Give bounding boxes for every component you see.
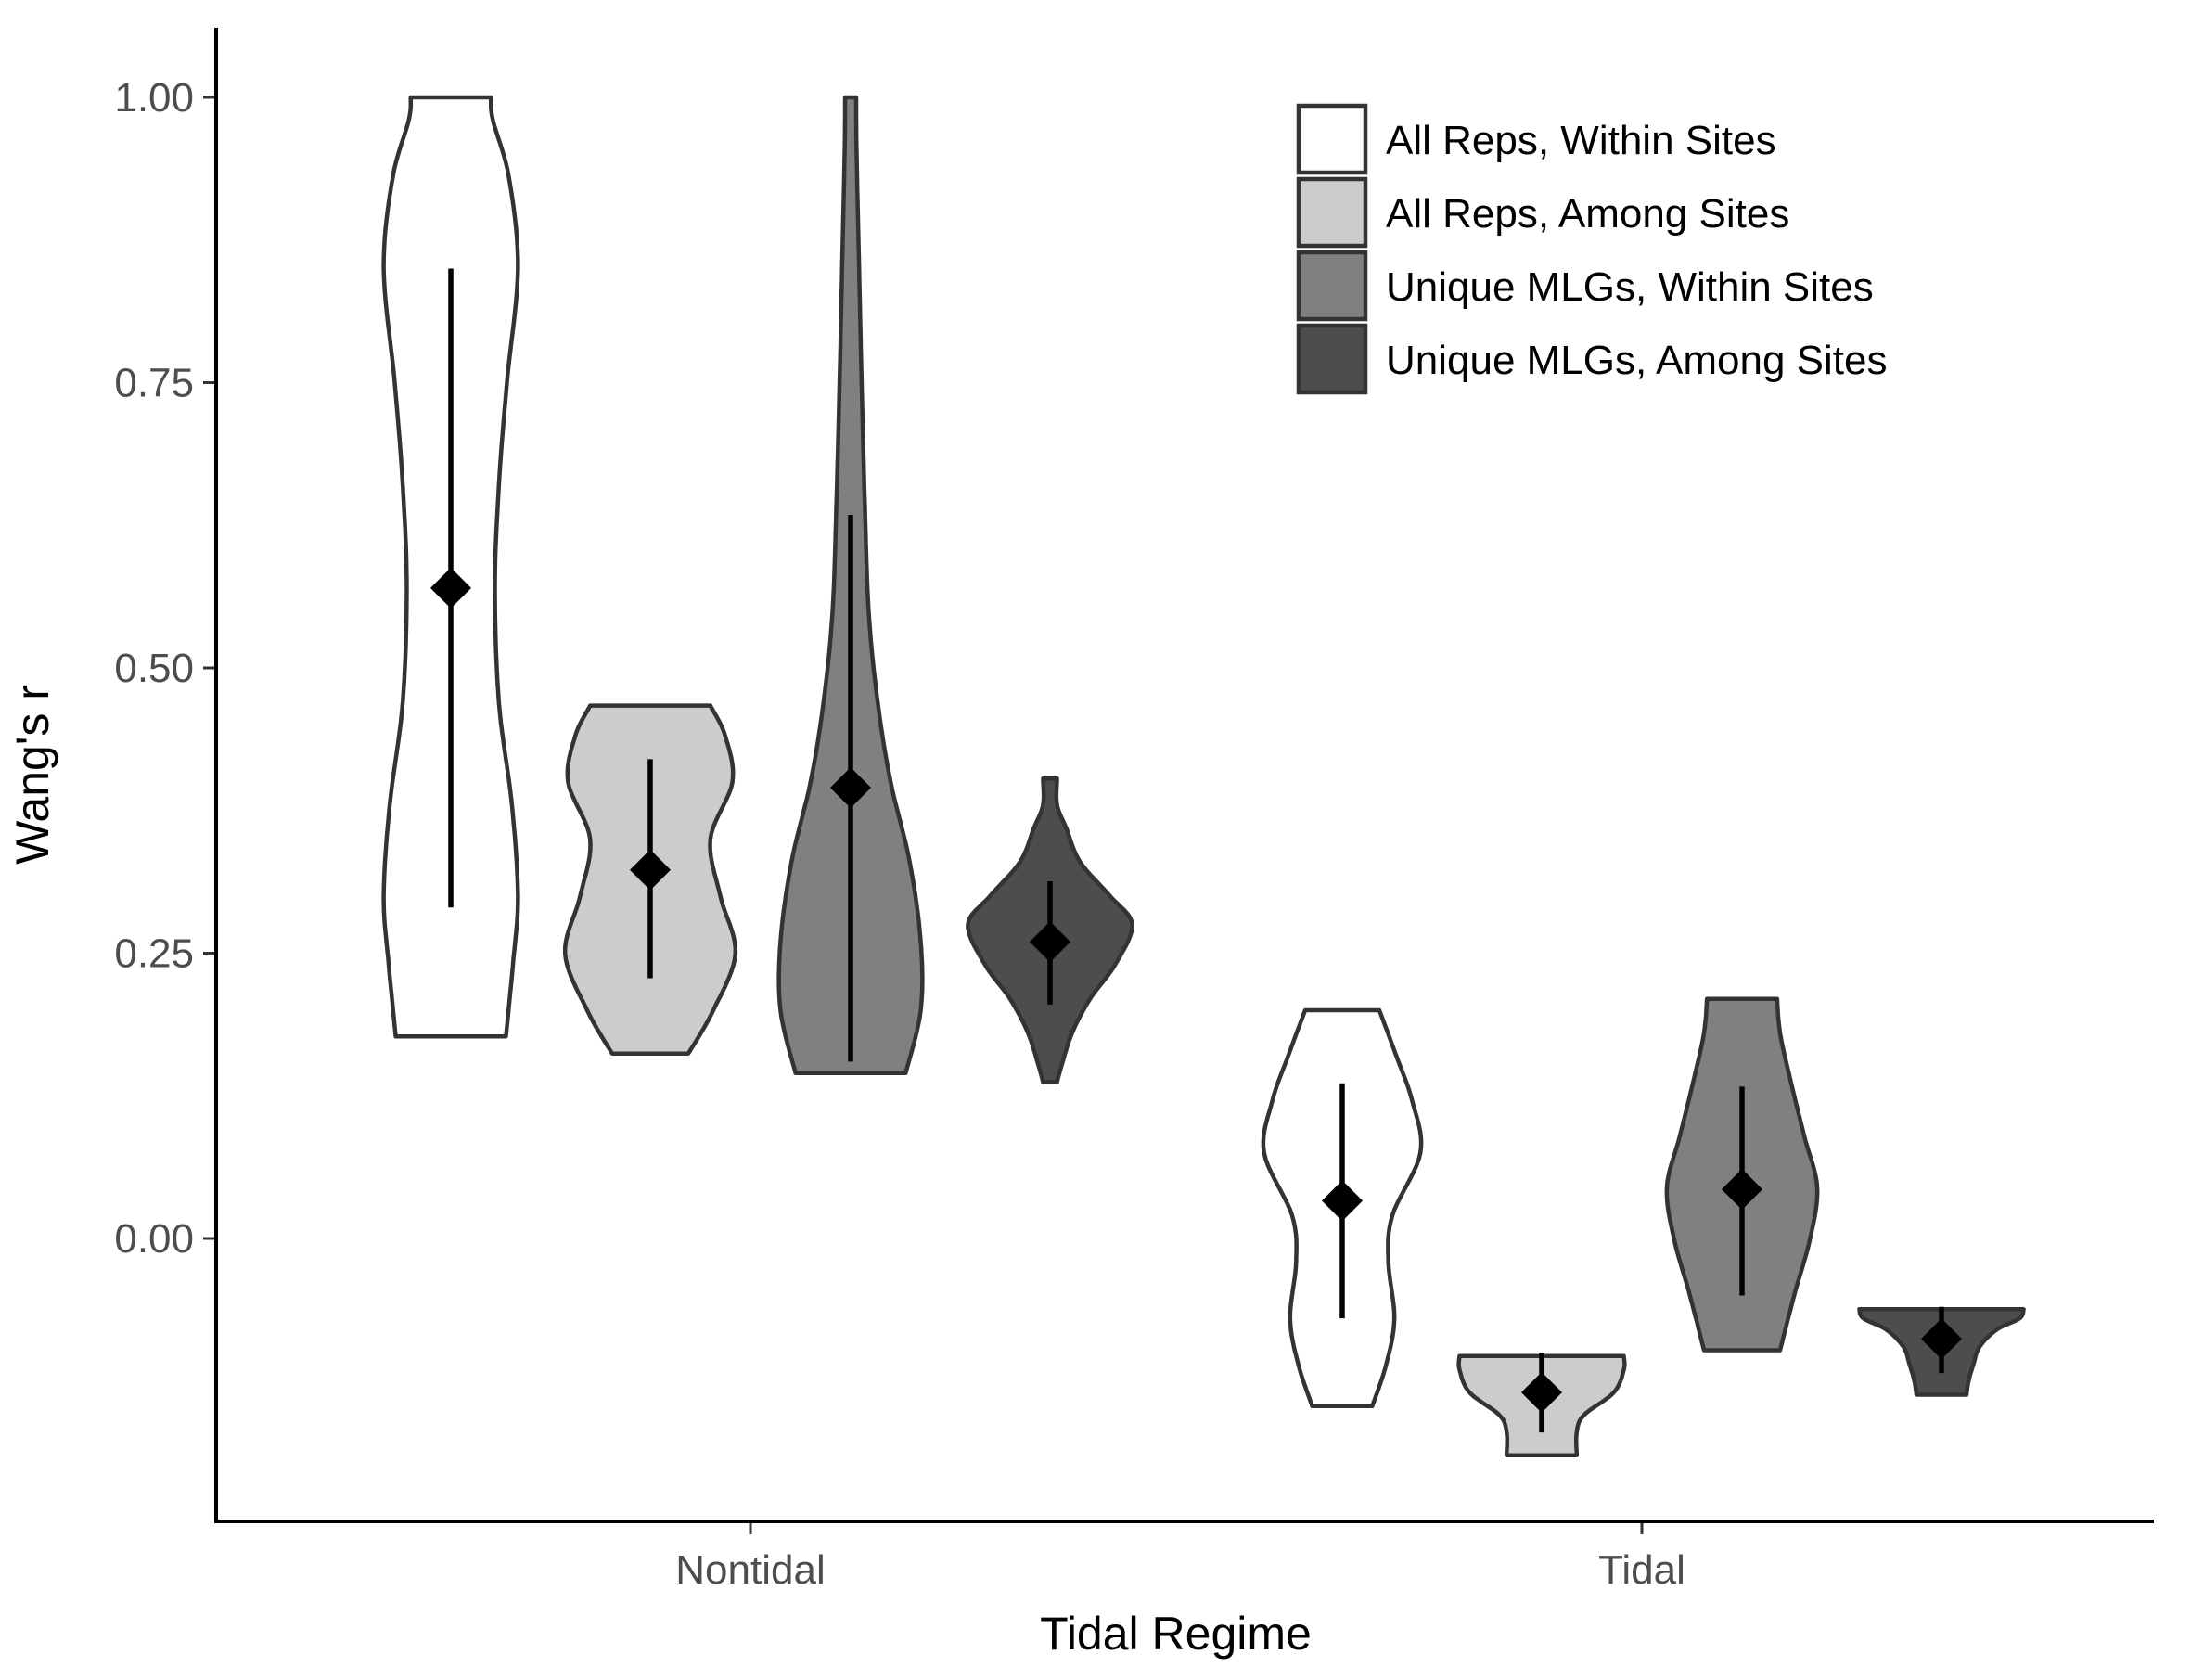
y-tick-label: 0.00	[114, 1216, 194, 1262]
legend-label: Unique MLGs, Within Sites	[1386, 264, 1874, 310]
legend-key	[1296, 176, 1368, 249]
x-tick-label: Tidal	[1598, 1547, 1685, 1593]
x-axis-title: Tidal Regime	[1040, 1608, 1312, 1660]
mean-point	[1030, 921, 1070, 963]
y-axis-title: Wang's r	[6, 685, 58, 865]
x-axis-ticks: Nontidal Tidal	[675, 1521, 1685, 1593]
y-tick-label: 0.50	[114, 646, 194, 691]
error-bar-layer	[430, 268, 1962, 1433]
legend-key	[1296, 323, 1368, 395]
mean-point	[430, 567, 471, 609]
mean-point	[1722, 1169, 1762, 1211]
y-tick-label: 0.75	[114, 361, 194, 406]
legend-label: All Reps, Among Sites	[1386, 191, 1789, 237]
legend-label: Unique MLGs, Among Sites	[1386, 338, 1887, 383]
y-tick-label: 0.25	[114, 931, 194, 977]
mean-point	[630, 849, 671, 891]
legend-key	[1296, 103, 1368, 175]
legend: All Reps, Within Sites All Reps, Among Si…	[1296, 103, 1887, 395]
mean-point	[1521, 1372, 1562, 1414]
x-tick-label: Nontidal	[675, 1547, 825, 1593]
legend-label: All Reps, Within Sites	[1386, 118, 1776, 163]
y-axis-ticks: 0.00 0.25 0.50 0.75 1.00	[114, 75, 216, 1262]
legend-key	[1296, 250, 1368, 322]
mean-point	[1322, 1180, 1363, 1222]
mean-point	[830, 767, 871, 809]
y-tick-label: 1.00	[114, 75, 194, 121]
mean-point	[1921, 1318, 1962, 1360]
